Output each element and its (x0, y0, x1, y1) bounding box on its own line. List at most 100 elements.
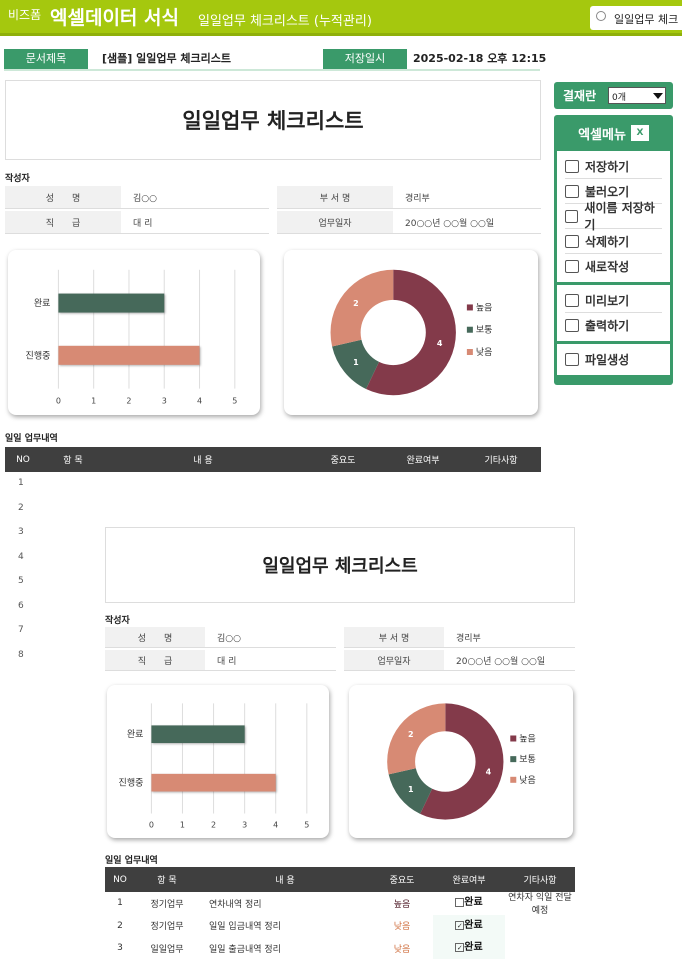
sheet-row-number: 6 (18, 600, 24, 611)
checkbox-icon (455, 898, 465, 907)
row-done-checkbox[interactable]: 완료 (433, 892, 505, 914)
menu-label: 불러오기 (585, 184, 630, 199)
preview-table-header: NO 항 목 내 용 중요도 완료여부 기타사항 (105, 867, 575, 892)
row-content: 일일 입금내역 정리 (209, 922, 281, 932)
preview-doc-title: 일일업무 체크리스트 (105, 527, 575, 603)
brand-small: 비즈폼 (8, 8, 42, 22)
brand-title[interactable]: 엑셀데이터 서식 (50, 7, 179, 29)
save-date-value: 2025-02-18 오후 12:15 (413, 52, 547, 65)
legend-swatch (510, 735, 517, 742)
column-header: 기타사항 (523, 876, 557, 886)
menu-item-save[interactable]: 저장하기 (565, 154, 662, 179)
row-done-checkbox[interactable]: ✓ 완료 (433, 914, 505, 937)
data-label: 2 (408, 730, 414, 739)
legend-swatch (510, 756, 517, 763)
row-done-checkbox[interactable]: ✓ 완료 (433, 937, 505, 959)
approval-label: 결재란 (563, 89, 597, 103)
doc-title-value: [샘플] 일일업무 체크리스트 (102, 52, 232, 65)
preview-importance-donut-chart: 4 높음 1 보통 2 낮음 (349, 685, 573, 838)
preview-field-row: 업무일자 20○○년 ○○월 ○○일 (344, 650, 575, 671)
slice-보통 (388, 768, 433, 814)
bar-진행중 (151, 773, 276, 792)
menu-title: 엑셀메뉴 (578, 127, 626, 143)
section-label: 일일 업무내역 (5, 434, 58, 444)
data-label: 1 (353, 358, 359, 367)
menu-item-load[interactable]: 불러오기 (565, 179, 662, 204)
menu-item-new-doc[interactable]: 새로작성 (565, 254, 662, 279)
column-header: NO (16, 454, 30, 465)
x-tick-label: 5 (304, 820, 309, 829)
field-label: 부 서 명 (277, 186, 393, 208)
x-tick-label: 0 (149, 820, 154, 829)
load-icon (565, 184, 579, 198)
category-label: 완료 (127, 729, 144, 740)
row-note: 연차자 익일 전달예정 (508, 893, 572, 916)
search-icon (596, 11, 606, 21)
x-tick-label: 2 (126, 396, 131, 405)
field-value: 대 리 (133, 218, 153, 229)
menu-item-trash[interactable]: 삭제하기 (565, 229, 662, 254)
slice-보통 (332, 339, 380, 389)
data-label: 4 (486, 767, 492, 776)
menu-item-print[interactable]: 출력하기 (565, 313, 662, 338)
row-content: 일일 출금내역 정리 (209, 944, 281, 955)
new-doc-icon (565, 260, 579, 273)
legend-label: 보통 (476, 325, 493, 336)
menu-group: 파일생성 (557, 344, 670, 375)
field-value: 20○○년 ○○월 ○○일 (405, 218, 495, 229)
x-tick-label: 0 (56, 396, 61, 405)
bar-완료 (151, 725, 245, 744)
preview-field-row: 직 급 대 리 (105, 650, 336, 671)
sheet-row-number: 7 (18, 625, 24, 635)
menu-label: 파일생성 (585, 353, 630, 367)
legend-swatch (466, 326, 473, 333)
done-label: 완료 (464, 897, 483, 908)
column-header: 완료여부 (452, 876, 486, 886)
column-header: 기타사항 (484, 456, 518, 466)
slice-높음 (366, 269, 456, 396)
preview-icon (565, 293, 579, 307)
approval-select[interactable]: 0개 (608, 87, 666, 104)
menu-label: 새로작성 (585, 260, 630, 274)
checkbox-icon: ✓ (455, 943, 465, 952)
done-label: 완료 (464, 942, 483, 953)
top-banner (0, 0, 682, 36)
legend-swatch (466, 349, 473, 355)
legend-swatch (466, 304, 473, 311)
dropdown-arrow-icon (653, 93, 663, 104)
field-value: 20○○년 ○○월 ○○일 (456, 656, 546, 667)
slice-낮음 (387, 703, 446, 775)
page-subtitle: 일일업무 체크리스트 (누적관리) (198, 14, 372, 29)
row-category: 정기업무 (150, 899, 184, 910)
menu-item-preview[interactable]: 미리보기 (565, 288, 662, 313)
column-header: 중요도 (330, 456, 356, 466)
field-value: 경리부 (405, 193, 430, 204)
x-tick-label: 3 (162, 396, 167, 405)
field-value: 대 리 (217, 656, 237, 667)
field-label: 성 명 (105, 627, 205, 647)
search-input[interactable]: 일일업무 체크 (590, 6, 682, 30)
x-tick-label: 4 (273, 820, 278, 829)
menu-item-save-as[interactable]: 새이름 저장하기 (565, 201, 662, 232)
x-tick-label: 2 (211, 820, 216, 829)
category-label: 완료 (34, 298, 51, 309)
field-value: 경리부 (456, 633, 481, 644)
sheet-row-number: 2 (18, 502, 24, 513)
preview-table-row: 1 정기업무 연차내역 정리 높음 완료 연차자 익일 전달예정 (105, 892, 575, 916)
sheet-row-number: 5 (18, 576, 24, 586)
field-row: 직 급 대 리 (5, 211, 269, 234)
column-header: NO (113, 874, 127, 885)
row-content: 연차내역 정리 (209, 899, 262, 910)
menu-label: 삭제하기 (585, 234, 630, 249)
slice-높음 (420, 703, 504, 820)
data-label: 4 (437, 339, 443, 348)
menu-item-folder[interactable]: 파일생성 (565, 347, 662, 372)
category-label: 진행중 (119, 777, 144, 789)
preview-section-label: 일일 업무내역 (105, 856, 158, 866)
row-no: 3 (117, 943, 123, 953)
legend-label: 보통 (519, 754, 536, 765)
row-importance: 높음 (393, 899, 411, 910)
preview-field-row: 성 명 김○○ (105, 627, 336, 648)
preview-table-row: 2 정기업무 일일 입금내역 정리 낮음 ✓ 완료 (105, 914, 575, 937)
field-value: 김○○ (217, 633, 241, 644)
